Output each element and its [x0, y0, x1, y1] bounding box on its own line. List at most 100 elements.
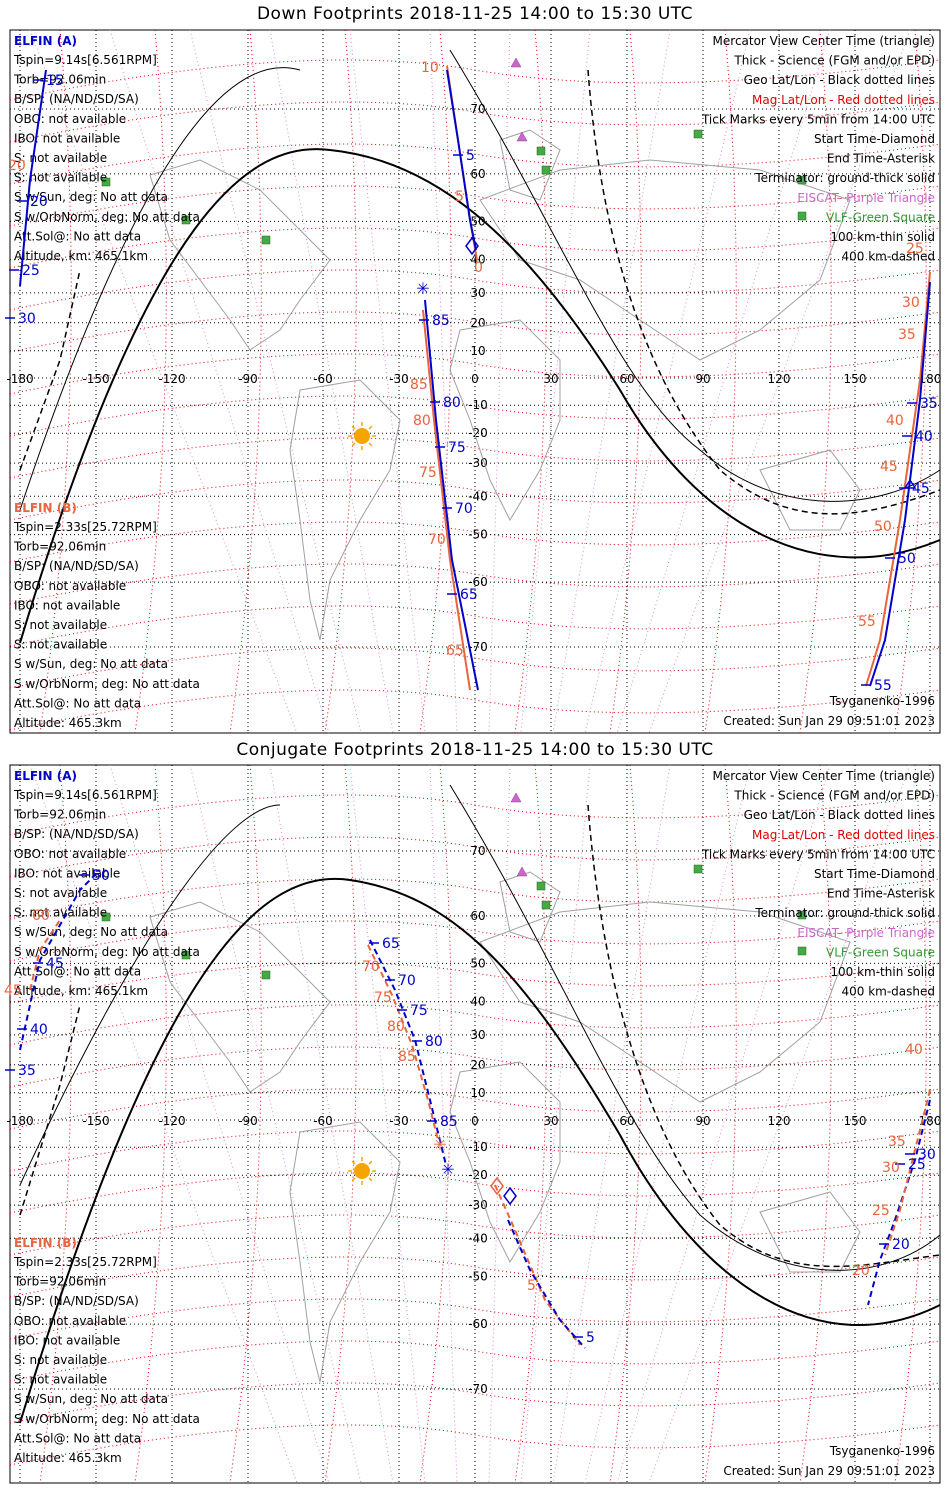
mag-lon-line: [39, 29, 72, 734]
sun-ray: [368, 425, 373, 430]
vlf-square: [541, 900, 551, 910]
end-asterisk: ✳: [416, 279, 429, 298]
track-time-label: 40: [905, 1042, 923, 1058]
mag-lon-line: [894, 29, 927, 734]
track-time-label: 25: [908, 1157, 926, 1173]
lon-tick-label: 120: [768, 372, 791, 386]
track-time-label: 5: [466, 148, 475, 164]
elfin-b-info-line: Tspin=2.33s[25.72RPM]: [13, 520, 157, 534]
legend-item: VLF-Green Square: [826, 945, 935, 959]
vlf-square: [693, 129, 703, 139]
terminator-100km-line: [19, 67, 301, 511]
elfin-b-info-line: Altitude: 465.3km: [14, 1451, 122, 1465]
elfin-b-info-line: Tspin=2.33s[25.72RPM]: [13, 1255, 157, 1269]
mag-lat-line: [9, 1424, 941, 1466]
lat-tick-label: -60: [468, 575, 488, 589]
track-time-label: 0: [474, 260, 483, 276]
legend-item: Mercator View Center Time (triangle): [713, 769, 935, 783]
coastline: [149, 159, 331, 351]
eiscat-triangle: [510, 57, 522, 68]
vlf-square: [693, 864, 703, 874]
lat-tick-label: 70: [470, 102, 485, 116]
elfin-b-info-line: Att.Sol@: No att data: [14, 1431, 141, 1445]
track-time-label: 25: [872, 1203, 890, 1219]
legend-item: Terminator: ground-thick solid: [754, 171, 935, 185]
coastline: [479, 159, 851, 361]
sun-ray: [351, 425, 356, 430]
elfin-b-info-line: OBO: not available: [14, 1314, 126, 1328]
elfin-a-info-line: S: not available: [14, 906, 107, 920]
mag-lat-line: [9, 1004, 941, 1046]
lon-tick-label: -120: [158, 372, 185, 386]
elfin-a-info-line: S w/Sun, deg: No att data: [14, 925, 168, 939]
elfin-a-track: [19, 869, 101, 1051]
track-time-label: 85: [440, 1114, 458, 1130]
sun-ray: [351, 1177, 356, 1182]
elfin-b-info: ELFIN (B) Tspin=2.33s[25.72RPM] Torb=92.06…: [13, 1236, 200, 1465]
lon-tick-label: -180: [6, 1114, 33, 1128]
legend-item: 100 km-thin solid: [830, 230, 935, 244]
lon-tick-label: -30: [389, 372, 409, 386]
track-time-label: 75: [448, 440, 466, 456]
sun-ray: [368, 1160, 373, 1165]
vlf-square: [536, 146, 546, 156]
geo-meridian-curve: [648, 29, 911, 734]
track-time-label: 75: [374, 990, 392, 1006]
geo-meridian-curve: [269, 764, 394, 1484]
track-time-label: 5: [455, 189, 464, 205]
elfin-b-name: ELFIN (B): [14, 1236, 77, 1250]
terminator-100km-line: [449, 784, 941, 1271]
vlf-square: [541, 165, 551, 175]
elfin-b-info-line: S w/Sun, deg: No att data: [14, 657, 168, 671]
elfin-a-info-line: Altitude, km: 465.1km: [14, 984, 148, 998]
elfin-a-info-line: S w/OrbNorm, deg: No att data: [14, 210, 200, 224]
elfin-a-info-line: B/SP: (NA/ND/SD/SA): [14, 92, 139, 106]
track-time-label: 50: [874, 519, 892, 535]
elfin-a-info-line: S: not available: [14, 171, 107, 185]
legend-item: Thick - Science (FGM and/or EPD): [733, 789, 935, 803]
lon-tick-label: 60: [619, 1114, 634, 1128]
track-time-label: 65: [382, 936, 400, 952]
track-time-label: 65: [446, 643, 464, 659]
track-time-label: 80: [413, 413, 431, 429]
vlf-square: [261, 235, 271, 245]
eiscat-triangle: [516, 131, 528, 142]
mag-lon-line: [609, 29, 642, 734]
start-diamond: [503, 1186, 517, 1206]
elfin-a-info-line: B/SP: (NA/ND/SD/SA): [14, 827, 139, 841]
track-time-label: 20: [8, 158, 26, 174]
track-time-label: 85: [410, 377, 428, 393]
track-time-label: 20: [892, 1237, 910, 1253]
lat-tick-label: -10: [468, 398, 488, 412]
vlf-square: [797, 946, 807, 956]
track-time-label: 65: [460, 587, 478, 603]
start-diamond: [465, 236, 479, 256]
lon-tick-label: 120: [768, 1114, 791, 1128]
elfin-a-info-line: Att.Sol@: No att data: [14, 229, 141, 243]
vlf-square: [261, 970, 271, 980]
elfin-a-track: [446, 69, 477, 251]
lat-tick-label: 70: [470, 844, 485, 858]
legend: Mercator View Center Time (triangle) Thic…: [701, 34, 935, 264]
elfin-a-info-line: Tspin=9.14s[6.561RPM]: [13, 788, 157, 802]
lon-tick-label: -150: [82, 372, 109, 386]
sun-disc: [354, 1163, 370, 1179]
lat-tick-label: -20: [468, 1168, 488, 1182]
legend-item: Mag Lat/Lon - Red dotted lines: [752, 828, 935, 842]
track-time-label: 70: [398, 973, 416, 989]
lat-tick-label: 60: [470, 909, 485, 923]
lat-tick-label: -50: [468, 528, 488, 542]
legend-item: 400 km-dashed: [841, 985, 935, 999]
legend-item: 400 km-dashed: [841, 250, 935, 264]
conjugate-footprint-map: -180 -150 -120 -90 -60 -30 0 30 60 90 120 150 180706…: [6, 764, 941, 1484]
track-time-label: 15: [46, 73, 64, 89]
track-time-label: 70: [362, 959, 380, 975]
elfin-b-info-line: Torb=92.06min: [13, 1275, 106, 1289]
elfin-b-track: [494, 1184, 581, 1346]
track-time-label: 55: [874, 678, 892, 694]
vlf-square: [181, 215, 191, 225]
elfin-a-info-line: S: not available: [14, 886, 107, 900]
elfin-a-track: [507, 1219, 586, 1349]
track-time-label: 30: [882, 1160, 900, 1176]
lat-tick-label: -40: [468, 489, 488, 503]
